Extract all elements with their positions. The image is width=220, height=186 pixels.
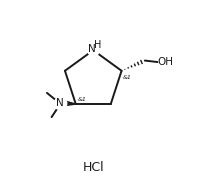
Polygon shape	[62, 100, 76, 106]
Text: N: N	[56, 98, 64, 108]
Text: H: H	[94, 40, 102, 50]
Text: OH: OH	[158, 57, 174, 67]
Text: N: N	[88, 44, 96, 54]
Text: &1: &1	[123, 75, 132, 80]
Text: HCl: HCl	[82, 161, 104, 174]
Text: &1: &1	[77, 97, 86, 102]
